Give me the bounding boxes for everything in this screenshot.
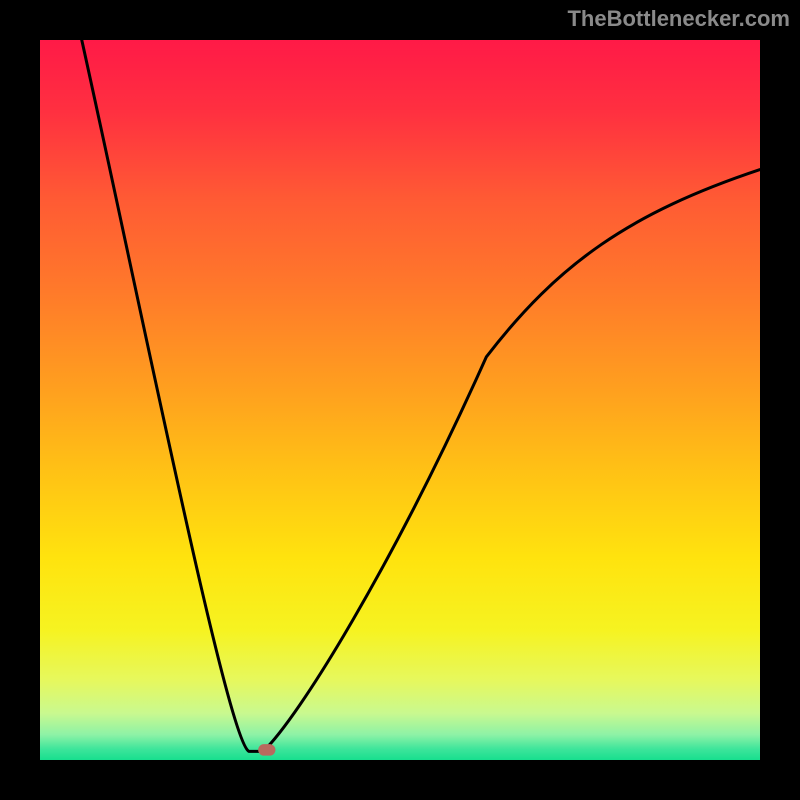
optimum-marker [258, 744, 275, 756]
plot-svg [40, 40, 760, 760]
watermark-text: TheBottlenecker.com [567, 6, 790, 32]
plot-area [40, 40, 760, 760]
gradient-background [40, 40, 760, 760]
